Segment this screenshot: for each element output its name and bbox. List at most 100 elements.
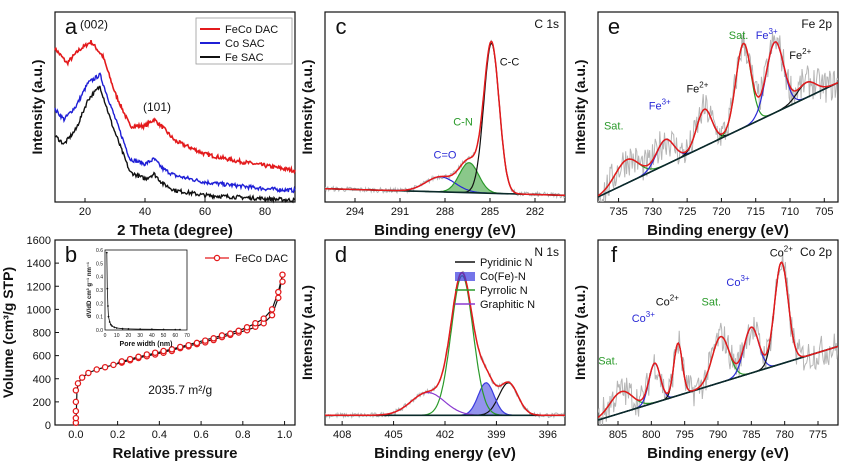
inset-y-tick-label: 0.4 xyxy=(96,275,103,281)
peak-label-superscript: 3+ xyxy=(769,27,778,36)
isotherm-point xyxy=(118,358,126,365)
isotherm-point xyxy=(193,339,201,347)
fit-envelope-line xyxy=(325,40,565,197)
series-line-FeCo DAC xyxy=(54,39,296,175)
peak-label: Co3+ xyxy=(632,310,656,325)
inset-point xyxy=(179,328,181,331)
panel-letter: e xyxy=(608,14,620,39)
inset-point xyxy=(107,305,109,307)
legend-label: FeCo DAC xyxy=(235,253,288,265)
x-axis-label: Binding energy (eV) xyxy=(647,445,789,462)
fit-envelope-line xyxy=(325,271,565,417)
y-axis-label: Intensity (a.u.) xyxy=(572,60,588,155)
isotherm-point xyxy=(72,398,80,406)
peak-label-text: C-C xyxy=(500,56,520,68)
peak-label: Fe2+ xyxy=(789,47,811,62)
fit-envelope-line xyxy=(598,261,838,419)
x-tick-label: 0.8 xyxy=(235,429,250,441)
inset-x-tick-label: 70 xyxy=(184,333,190,339)
inset-y-tick-label: 0.3 xyxy=(96,288,103,294)
x-tick-label: 282 xyxy=(526,206,544,218)
y-axis-label: Intensity (a.u.) xyxy=(299,285,315,380)
inset-line xyxy=(106,252,180,331)
peak-label-text: Co xyxy=(656,296,670,308)
peak-label-superscript: 2+ xyxy=(784,244,793,253)
peak-label-superscript: 3+ xyxy=(646,310,655,319)
panel-b: 0.0 0.2 0.4 0.6 0.8 1.00200400600800100012001… xyxy=(0,235,296,462)
isotherm-point xyxy=(135,353,142,361)
inset-y-tick-label: 0.5 xyxy=(96,261,103,267)
inset-y-axis-label: dV/dD cm³ g⁻¹ nm⁻¹ xyxy=(86,262,93,318)
isotherm-point xyxy=(143,351,151,358)
plot-area xyxy=(598,251,838,425)
panel-title: C 1s xyxy=(534,17,559,31)
peak-label-text: Sat. xyxy=(604,121,624,133)
peak-label: Sat. xyxy=(598,355,618,367)
isotherm-point xyxy=(85,369,92,377)
peak-annotation: (002) xyxy=(80,18,108,32)
peak-label: Fe3+ xyxy=(756,27,778,42)
peak-label-text: C=O xyxy=(434,150,457,162)
inset-point xyxy=(105,251,108,254)
plot-area xyxy=(325,270,565,420)
inset-point xyxy=(111,325,113,327)
peak-label-superscript: 3+ xyxy=(662,98,671,107)
series-line-Fe SAC xyxy=(54,85,296,204)
x-tick-label: 402 xyxy=(436,429,454,441)
isotherm-point xyxy=(74,380,82,387)
x-tick-label: 0.4 xyxy=(152,429,167,441)
x-tick-label: 0.6 xyxy=(193,429,208,441)
peak-label-text: Fe xyxy=(649,101,662,113)
x-axis-label: 2 Theta (degree) xyxy=(117,222,233,239)
x-tick-label: 1.0 xyxy=(277,429,292,441)
peak-label: Fe2+ xyxy=(686,81,708,96)
isotherm-point xyxy=(185,341,192,349)
x-tick-label: 399 xyxy=(487,429,505,441)
legend-label: Pyridinic N xyxy=(480,257,533,269)
isotherm-point xyxy=(160,347,167,355)
plot-area xyxy=(598,30,838,202)
x-tick-label: 0.0 xyxy=(68,429,83,441)
isotherm-point xyxy=(260,315,267,322)
legend-label: Fe SAC xyxy=(225,52,264,64)
y-tick-label: 0 xyxy=(45,420,51,432)
isotherm-point xyxy=(268,306,276,313)
isotherm-point xyxy=(275,288,282,296)
y-tick-label: 400 xyxy=(33,374,51,386)
panel-e: 735 730 725 720 715 710 705 Binding energy (eV)… xyxy=(572,11,839,239)
y-tick-label: 600 xyxy=(33,351,51,363)
fit-envelope-line xyxy=(598,41,838,197)
inset-plot: 0 10 20 30 40 50 60 70 0.0 0.1 0.2 0.3 0.4 0.5 0.6 Pore… xyxy=(86,248,190,348)
x-tick-label: 800 xyxy=(642,429,660,441)
isotherm-point xyxy=(218,332,226,339)
peak-label-text: Co xyxy=(726,277,740,289)
x-axis-label: Relative pressure xyxy=(112,445,237,462)
x-tick-label: 735 xyxy=(609,206,627,218)
baseline-line xyxy=(598,345,838,421)
isotherm-point xyxy=(72,387,80,394)
isotherm-point xyxy=(151,349,159,356)
inset-x-tick-label: 40 xyxy=(149,333,155,339)
isotherm-point xyxy=(202,337,209,344)
peak-label: C-N xyxy=(453,116,473,128)
panel-letter: f xyxy=(611,242,618,267)
peak-label: Sat. xyxy=(702,296,722,308)
legend-label: Graphitic N xyxy=(480,299,535,311)
x-tick-label: 405 xyxy=(384,429,402,441)
x-tick-label: 60 xyxy=(199,206,211,218)
peak-label: Co2+ xyxy=(656,293,680,308)
x-tick-label: 790 xyxy=(709,429,727,441)
panel-title: Fe 2p xyxy=(801,17,832,31)
inset-y-tick-label: 0.6 xyxy=(96,248,103,254)
plot-frame xyxy=(597,11,839,203)
x-tick-label: 285 xyxy=(481,206,499,218)
isotherm-point xyxy=(78,374,86,381)
peak-label: C=O xyxy=(434,150,457,162)
inset-y-tick-label: 0.0 xyxy=(96,328,103,334)
isotherm-point xyxy=(126,355,134,363)
x-tick-label: 725 xyxy=(678,206,696,218)
isotherm-point xyxy=(72,407,80,415)
y-tick-label: 1200 xyxy=(27,281,51,293)
peak-label-text: C-N xyxy=(453,116,473,128)
